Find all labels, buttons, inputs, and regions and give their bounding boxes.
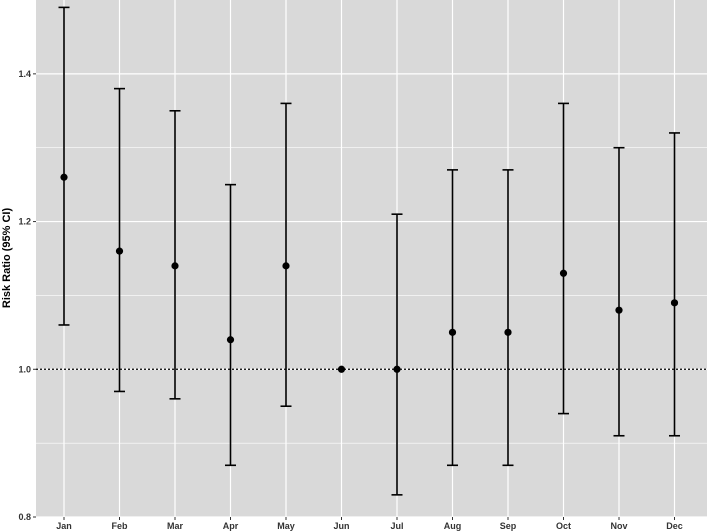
y-tick-label: 1.0 <box>18 364 31 374</box>
plot-layer: 0.8 1.0 1.2 1.4 Jan Feb Mar Apr May Jun Jul Aug Sep O… <box>18 0 707 531</box>
estimate-point <box>115 247 124 255</box>
y-axis-title: Risk Ratio (95% CI) <box>1 208 13 309</box>
y-tick-label: 1.2 <box>18 217 31 227</box>
x-tick-label: Oct <box>556 521 571 531</box>
x-tick-label: Jan <box>56 521 72 531</box>
plot-panel <box>36 0 707 517</box>
y-tick-label: 0.8 <box>18 512 31 522</box>
estimate-point <box>60 173 68 181</box>
x-tick-label: Feb <box>111 521 128 531</box>
x-tick-label: Jun <box>333 521 349 531</box>
x-tick-label: Jul <box>390 521 403 531</box>
estimate-point <box>448 328 457 336</box>
estimate-point <box>282 262 290 270</box>
x-tick-label: Sep <box>500 521 517 531</box>
estimate-point <box>393 365 401 373</box>
estimate-point <box>504 328 512 336</box>
estimate-point <box>670 299 679 307</box>
estimate-point <box>226 336 235 344</box>
estimate-point <box>337 365 346 373</box>
y-tick-label: 1.4 <box>18 69 31 79</box>
x-tick-label: Aug <box>444 521 462 531</box>
x-tick-label: Dec <box>666 521 683 531</box>
estimate-point <box>171 262 179 270</box>
x-tick-label: Mar <box>167 521 184 531</box>
estimate-point <box>559 269 568 277</box>
x-tick-label: May <box>277 521 295 531</box>
estimate-point <box>615 306 623 314</box>
x-tick-label: Nov <box>610 521 627 531</box>
x-tick-label: Apr <box>223 521 239 531</box>
